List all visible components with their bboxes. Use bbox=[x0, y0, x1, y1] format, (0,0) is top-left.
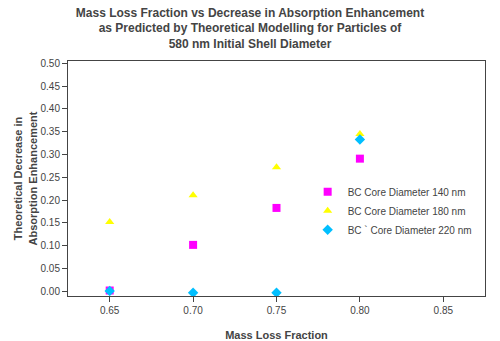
svg-text:BC ` Core Diameter 220 nm: BC ` Core Diameter 220 nm bbox=[348, 225, 472, 236]
svg-text:0.15: 0.15 bbox=[41, 217, 61, 228]
svg-text:0.05: 0.05 bbox=[41, 263, 61, 274]
svg-text:Mass Loss Fraction: Mass Loss Fraction bbox=[225, 329, 328, 341]
svg-text:0.35: 0.35 bbox=[41, 126, 61, 137]
svg-text:Mass Loss Fraction vs Decrease: Mass Loss Fraction vs Decrease in Absorp… bbox=[76, 6, 424, 51]
svg-text:0.20: 0.20 bbox=[41, 195, 61, 206]
svg-text:Theoretical Decrease inAbsorpt: Theoretical Decrease inAbsorption Enhanc… bbox=[12, 111, 38, 245]
svg-text:0.30: 0.30 bbox=[41, 149, 61, 160]
svg-text:0.45: 0.45 bbox=[41, 81, 61, 92]
svg-text:0.00: 0.00 bbox=[41, 286, 61, 297]
svg-text:0.40: 0.40 bbox=[41, 103, 61, 114]
svg-text:0.65: 0.65 bbox=[100, 305, 120, 316]
svg-text:0.50: 0.50 bbox=[41, 58, 61, 69]
svg-text:0.80: 0.80 bbox=[350, 305, 370, 316]
svg-text:0.70: 0.70 bbox=[183, 305, 203, 316]
svg-text:BC Core Diameter 140 nm: BC Core Diameter 140 nm bbox=[348, 187, 466, 198]
svg-text:0.75: 0.75 bbox=[267, 305, 287, 316]
svg-text:BC Core Diameter 180 nm: BC Core Diameter 180 nm bbox=[348, 206, 466, 217]
svg-text:0.85: 0.85 bbox=[434, 305, 454, 316]
svg-text:0.10: 0.10 bbox=[41, 240, 61, 251]
svg-text:0.25: 0.25 bbox=[41, 172, 61, 183]
